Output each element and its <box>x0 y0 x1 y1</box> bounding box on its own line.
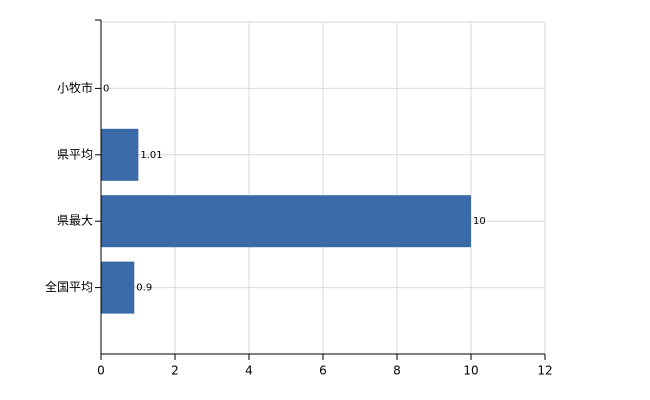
x-tick-label: 6 <box>319 364 327 378</box>
value-label: 0.9 <box>136 283 152 294</box>
value-label: 0 <box>103 83 109 94</box>
bar <box>101 195 471 248</box>
x-tick-label: 8 <box>393 364 401 378</box>
x-tick-label: 4 <box>245 364 253 378</box>
y-tick-label: 小牧市 <box>57 80 93 95</box>
x-tick-label: 0 <box>97 364 105 378</box>
bar <box>101 261 135 314</box>
value-label: 10 <box>473 216 486 227</box>
y-tick-label: 全国平均 <box>45 279 93 294</box>
bar <box>101 128 139 181</box>
x-tick-label: 10 <box>463 364 478 378</box>
x-tick-label: 12 <box>537 364 552 378</box>
value-label: 1.01 <box>140 150 162 161</box>
y-tick-label: 県平均 <box>57 147 93 161</box>
y-tick-label: 県最大 <box>57 214 93 228</box>
x-tick-label: 2 <box>171 364 179 378</box>
